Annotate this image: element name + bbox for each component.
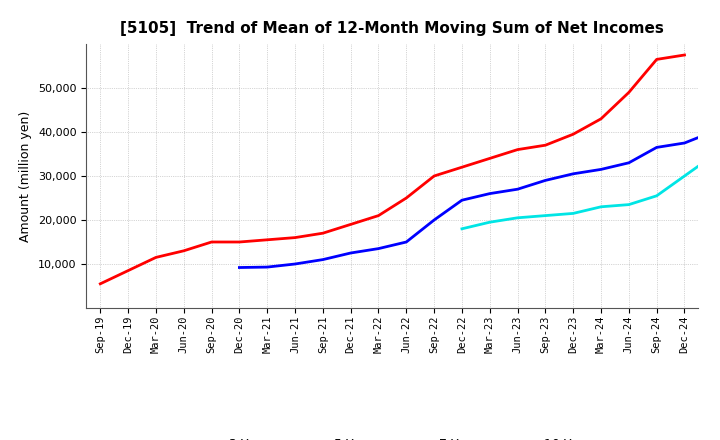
7 Years [458, 226, 467, 231]
3 Years [430, 173, 438, 179]
Line: 7 Years: 7 Years [462, 156, 712, 229]
5 Years [318, 257, 327, 262]
3 Years [179, 248, 188, 253]
Title: [5105]  Trend of Mean of 12-Month Moving Sum of Net Incomes: [5105] Trend of Mean of 12-Month Moving … [120, 21, 665, 36]
3 Years [485, 156, 494, 161]
5 Years [458, 198, 467, 203]
3 Years [152, 255, 161, 260]
7 Years [569, 211, 577, 216]
7 Years [541, 213, 550, 218]
5 Years [541, 178, 550, 183]
3 Years [541, 143, 550, 148]
7 Years [652, 193, 661, 198]
5 Years [624, 160, 633, 165]
3 Years [291, 235, 300, 240]
7 Years [513, 215, 522, 220]
5 Years [346, 250, 355, 256]
5 Years [402, 239, 410, 245]
5 Years [374, 246, 383, 251]
5 Years [485, 191, 494, 196]
Line: 3 Years: 3 Years [100, 55, 685, 284]
5 Years [291, 261, 300, 267]
5 Years [569, 171, 577, 176]
3 Years [458, 165, 467, 170]
5 Years [430, 217, 438, 223]
7 Years [485, 220, 494, 225]
3 Years [402, 195, 410, 201]
3 Years [624, 90, 633, 95]
3 Years [346, 222, 355, 227]
3 Years [207, 239, 216, 245]
3 Years [124, 268, 132, 273]
5 Years [680, 140, 689, 146]
7 Years [708, 154, 716, 159]
3 Years [569, 132, 577, 137]
5 Years [652, 145, 661, 150]
5 Years [235, 265, 243, 270]
Line: 5 Years: 5 Years [239, 119, 720, 268]
3 Years [318, 231, 327, 236]
7 Years [597, 204, 606, 209]
3 Years [652, 57, 661, 62]
5 Years [597, 167, 606, 172]
5 Years [708, 129, 716, 135]
7 Years [624, 202, 633, 207]
3 Years [263, 237, 271, 242]
7 Years [680, 173, 689, 179]
3 Years [96, 281, 104, 286]
3 Years [374, 213, 383, 218]
Y-axis label: Amount (million yen): Amount (million yen) [19, 110, 32, 242]
3 Years [597, 116, 606, 121]
3 Years [235, 239, 243, 245]
5 Years [263, 264, 271, 270]
Legend: 3 Years, 5 Years, 7 Years, 10 Years: 3 Years, 5 Years, 7 Years, 10 Years [183, 433, 602, 440]
3 Years [513, 147, 522, 152]
5 Years [513, 187, 522, 192]
3 Years [680, 52, 689, 58]
